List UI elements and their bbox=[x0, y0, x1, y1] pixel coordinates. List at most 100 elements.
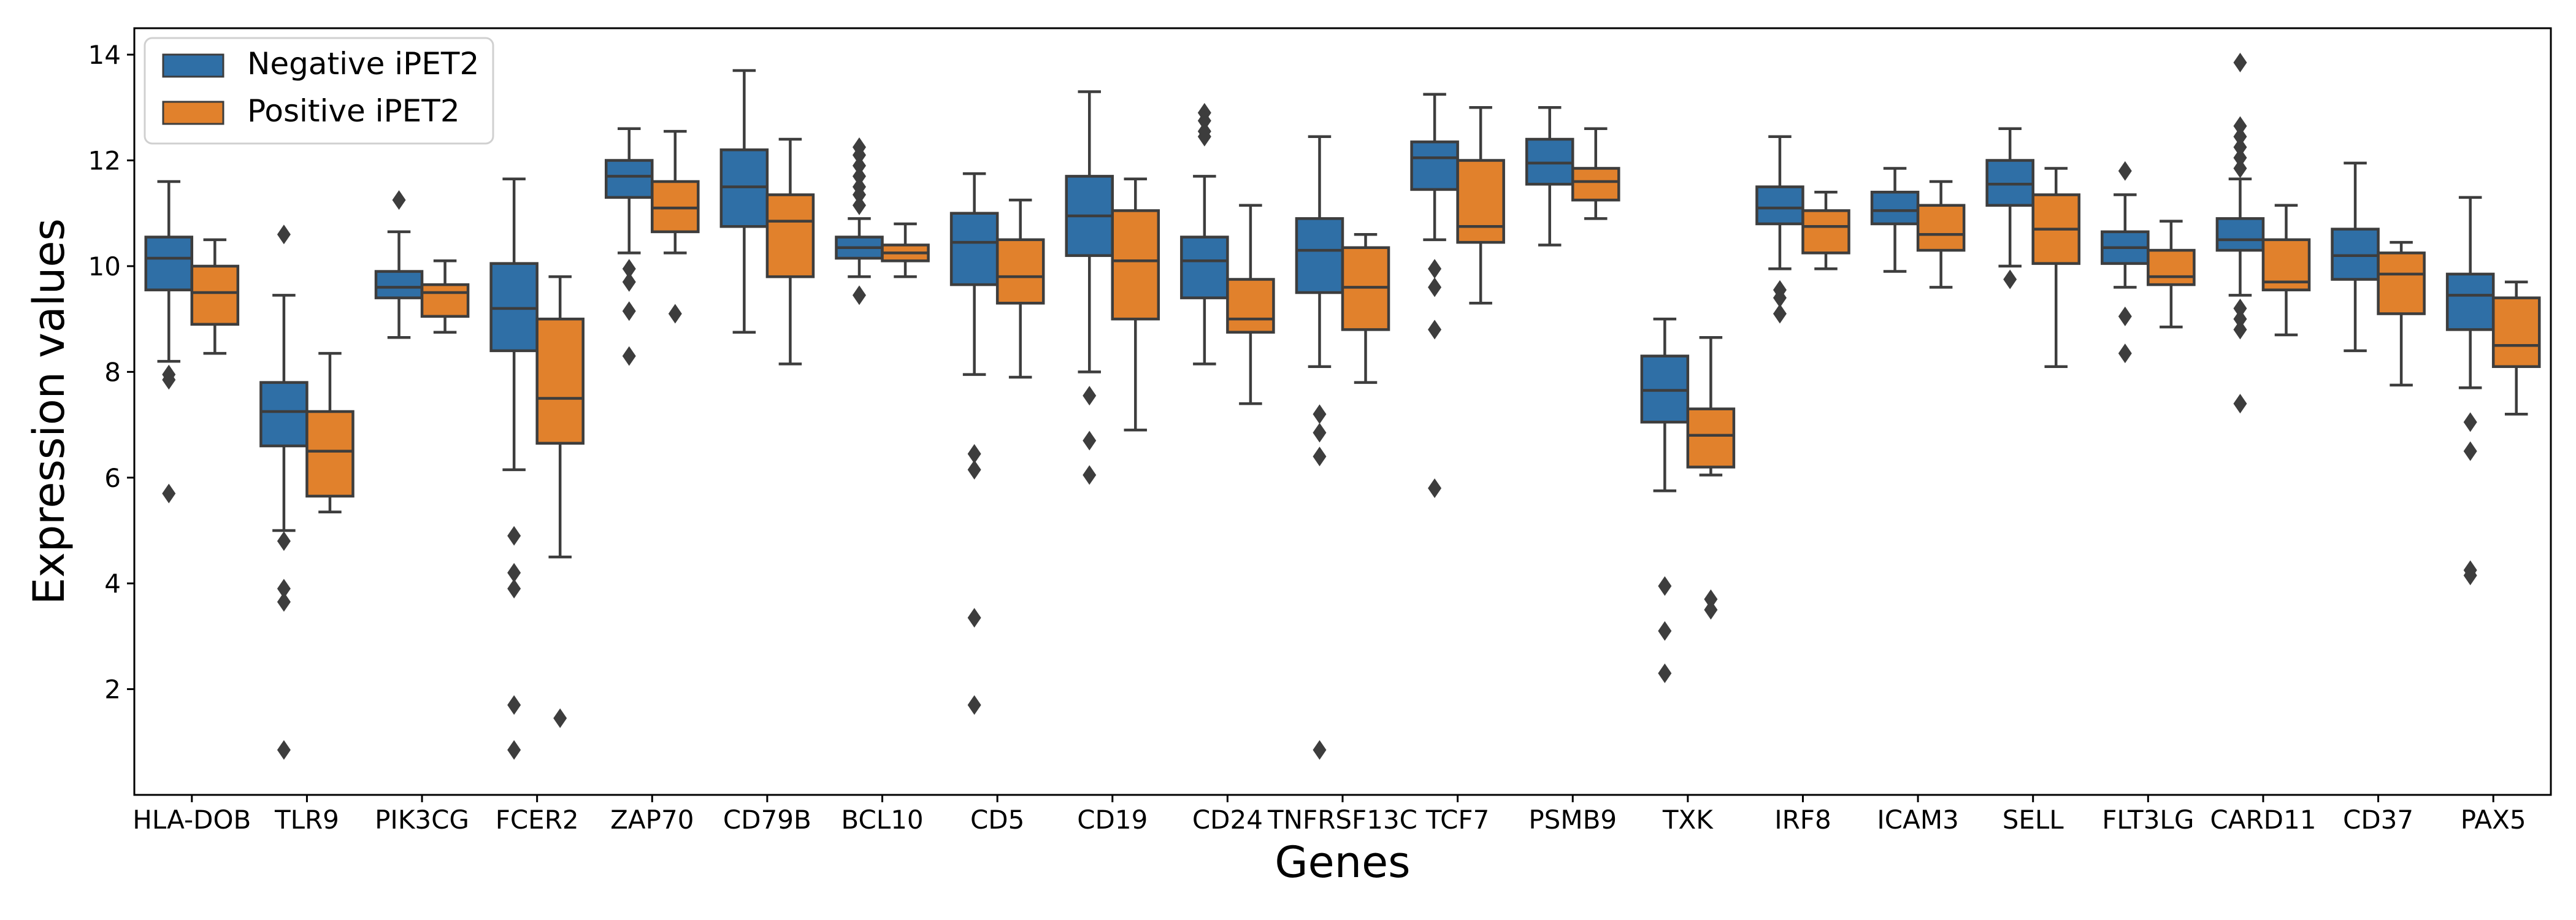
box-iqr bbox=[1801, 209, 1850, 255]
x-tick-label: PAX5 bbox=[2461, 805, 2526, 835]
x-tick-label: CD19 bbox=[1077, 805, 1148, 835]
outlier-point bbox=[277, 531, 291, 551]
x-tick-label: CARD11 bbox=[2210, 805, 2316, 835]
x-tick-label: CD24 bbox=[1192, 805, 1263, 835]
y-tick-label: 12 bbox=[88, 146, 121, 176]
x-tick-label: PIK3CG bbox=[375, 805, 469, 835]
y-tick-label: 2 bbox=[104, 675, 121, 705]
outlier-point bbox=[2233, 148, 2247, 168]
box-pax5-series-0 bbox=[2445, 196, 2495, 586]
box-iqr bbox=[259, 381, 309, 448]
box-zap70-series-0 bbox=[604, 127, 654, 366]
outlier-point bbox=[967, 443, 981, 464]
box-irf8-series-1 bbox=[1801, 190, 1850, 270]
outlier-point bbox=[507, 562, 521, 583]
outlier-point bbox=[1428, 320, 1442, 340]
outlier-point bbox=[853, 195, 866, 215]
outlier-point bbox=[2233, 137, 2247, 157]
outlier-point bbox=[392, 190, 406, 210]
outlier-point bbox=[2233, 116, 2247, 136]
outlier-point bbox=[1083, 465, 1097, 485]
outlier-point bbox=[1658, 576, 1672, 596]
box-iqr bbox=[2491, 296, 2541, 368]
box-bcl10-series-0 bbox=[835, 137, 884, 305]
box-iqr bbox=[2147, 248, 2196, 286]
box-pax5-series-1 bbox=[2491, 280, 2541, 416]
outlier-point bbox=[853, 156, 866, 176]
box-icam3-series-0 bbox=[1870, 167, 1920, 273]
box-bcl10-series-1 bbox=[881, 222, 930, 278]
box-iqr bbox=[1571, 167, 1620, 202]
x-tick-label: SELL bbox=[2003, 805, 2064, 835]
x-tick-label: PSMB9 bbox=[1528, 805, 1617, 835]
box-cd24-series-1 bbox=[1226, 204, 1275, 405]
box-zap70-series-1 bbox=[651, 129, 700, 324]
box-iqr bbox=[190, 264, 240, 326]
outlier-point bbox=[1197, 110, 1211, 131]
box-iqr bbox=[604, 159, 654, 199]
outlier-point bbox=[1428, 478, 1442, 498]
outlier-point bbox=[1083, 431, 1097, 451]
box-txk-series-1 bbox=[1686, 336, 1736, 620]
outlier-point bbox=[853, 185, 866, 205]
outlier-point bbox=[2118, 306, 2132, 326]
outlier-point bbox=[622, 272, 636, 292]
outlier-point bbox=[2233, 320, 2247, 340]
outlier-point bbox=[507, 695, 521, 715]
outlier-point bbox=[277, 578, 291, 599]
outlier-point bbox=[1704, 589, 1718, 610]
outlier-point bbox=[622, 346, 636, 366]
box-cd37-series-0 bbox=[2331, 161, 2380, 353]
box-iqr bbox=[2377, 251, 2426, 315]
y-tick-label: 4 bbox=[104, 569, 121, 599]
box-sell-series-1 bbox=[2031, 167, 2081, 368]
x-tick-label: TCF7 bbox=[1425, 805, 1489, 835]
x-axis-title: Genes bbox=[1275, 837, 1410, 887]
outlier-point bbox=[277, 592, 291, 612]
box-iqr bbox=[765, 193, 815, 278]
legend-frame bbox=[144, 37, 494, 145]
box-cd19-series-1 bbox=[1111, 177, 1160, 432]
x-tick-label: FCER2 bbox=[496, 805, 579, 835]
box-tlr9-series-1 bbox=[305, 351, 355, 514]
box-iqr bbox=[420, 283, 470, 318]
x-tick-label: CD5 bbox=[970, 805, 1024, 835]
box-tcf7-series-1 bbox=[1456, 106, 1505, 305]
x-tick-label: TLR9 bbox=[274, 805, 339, 835]
outlier-point bbox=[1313, 423, 1327, 443]
outlier-point bbox=[1313, 404, 1327, 424]
box-iqr bbox=[374, 270, 424, 299]
x-tick-label: BCL10 bbox=[841, 805, 923, 835]
box-sell-series-0 bbox=[1985, 127, 2034, 289]
box-card11-series-0 bbox=[2215, 53, 2265, 414]
outlier-point bbox=[162, 370, 176, 390]
outlier-point bbox=[967, 695, 981, 715]
box-iqr bbox=[1180, 236, 1229, 299]
box-iqr bbox=[1916, 204, 1966, 252]
box-cd37-series-1 bbox=[2377, 240, 2426, 387]
x-tick-label: TXK bbox=[1662, 805, 1714, 835]
box-cd5-series-1 bbox=[995, 198, 1045, 379]
outlier-point bbox=[507, 578, 521, 599]
outlier-point bbox=[853, 166, 866, 186]
box-cd24-series-0 bbox=[1180, 102, 1229, 366]
box-iqr bbox=[305, 410, 355, 498]
box-hla-dob-series-1 bbox=[190, 238, 240, 355]
outlier-point bbox=[162, 483, 176, 504]
box-iqr bbox=[144, 236, 194, 291]
outlier-point bbox=[1083, 386, 1097, 406]
outlier-point bbox=[2233, 394, 2247, 414]
x-tick-label: FLT3LG bbox=[2102, 805, 2194, 835]
box-fcer2-series-1 bbox=[535, 275, 585, 728]
box-iqr bbox=[995, 238, 1045, 305]
x-tick-label: TNFRSF13C bbox=[1267, 805, 1417, 835]
x-axis: HLA-DOB TLR9 PIK3CG FCER2 ZAP70 CD79B BCL10 CD5… bbox=[132, 795, 2526, 835]
outlier-point bbox=[2118, 161, 2132, 181]
box-iqr bbox=[1295, 217, 1344, 294]
x-tick-label: ICAM3 bbox=[1877, 805, 1958, 835]
box-iqr bbox=[535, 317, 585, 445]
box-iqr bbox=[949, 212, 999, 286]
outlier-point bbox=[1313, 740, 1327, 760]
box-iqr bbox=[1456, 159, 1505, 244]
outlier-point bbox=[853, 145, 866, 165]
